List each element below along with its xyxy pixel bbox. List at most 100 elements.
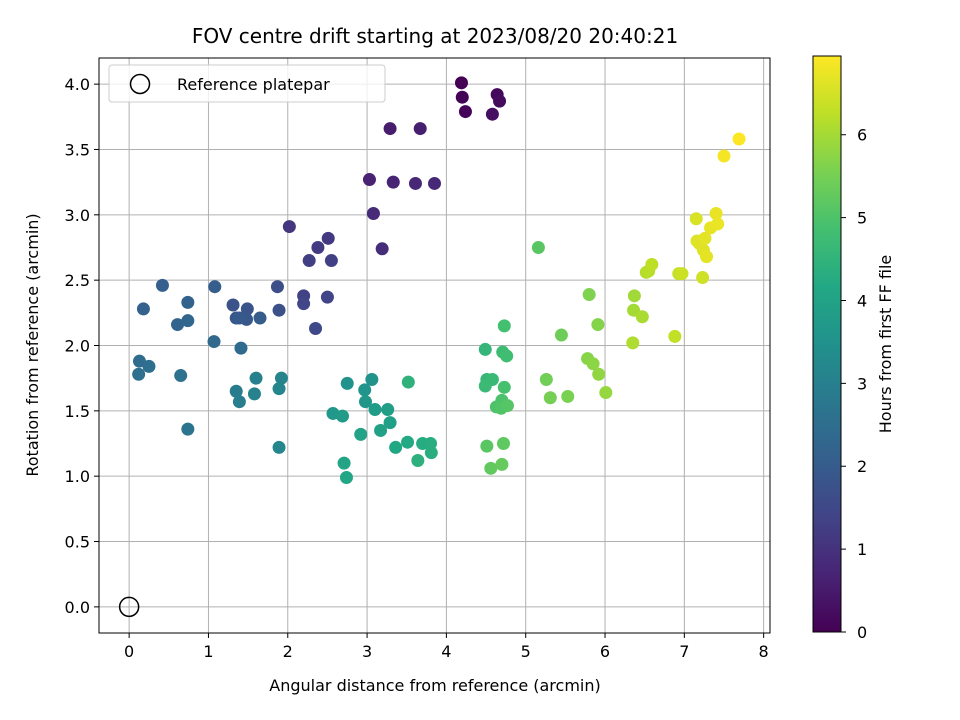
data-point [495,457,509,471]
data-point [401,435,415,449]
data-point [226,298,240,312]
data-point [272,440,286,454]
data-points [132,76,746,484]
data-point [321,231,335,245]
data-point [320,290,334,304]
y-axis-label: Rotation from reference (arcmin) [23,213,42,476]
data-point [171,318,185,332]
data-point [627,289,641,303]
data-point [155,278,169,292]
data-point [181,422,195,436]
data-point [485,107,499,121]
data-point [386,175,400,189]
data-point [401,375,415,389]
colorbar-tick-label: 6 [857,126,867,145]
colorbar-tick-label: 0 [857,623,867,642]
data-point [249,371,263,385]
data-point [480,439,494,453]
y-tick-label: 2.0 [65,337,90,356]
data-point [635,310,649,324]
data-point [174,369,188,383]
x-tick-label: 6 [600,642,610,661]
grid-lines [99,58,770,633]
data-point [424,446,438,460]
data-point [381,403,395,417]
data-point [362,173,376,187]
legend-label: Reference platepar [177,75,330,94]
y-tick-label: 3.5 [65,140,90,159]
x-tick-label: 1 [203,642,213,661]
data-point [455,90,469,104]
y-tick-label: 0.5 [65,533,90,552]
data-point [458,105,472,119]
x-tick-label: 2 [283,642,293,661]
data-point [229,384,243,398]
data-point [274,371,288,385]
data-point [383,122,397,136]
data-point [493,94,507,108]
data-point [478,379,492,393]
data-point [368,403,382,417]
x-tick-label: 5 [521,642,531,661]
data-point [592,367,606,381]
y-axis-ticks: 0.0 0.5 1.0 1.5 2.0 2.5 3.0 3.5 4.0 [65,75,99,617]
data-point [586,357,600,371]
colorbar [812,55,842,633]
data-point [136,302,150,316]
data-point [675,267,689,281]
reference-point [118,596,140,618]
data-point [408,176,422,190]
data-point [374,423,388,437]
data-point [500,349,514,363]
data-point [207,335,221,349]
data-point [696,271,710,285]
data-point [591,318,605,332]
data-point [484,461,498,475]
data-point [626,336,640,350]
data-point [311,240,325,254]
data-point [366,207,380,221]
data-point [208,280,222,294]
data-point [181,295,195,309]
data-point [689,212,703,226]
data-point [497,437,511,451]
data-point [709,207,723,221]
data-point [358,383,372,397]
y-tick-label: 3.0 [65,206,90,225]
data-point [375,242,389,256]
data-point [717,149,731,163]
data-point [339,470,353,484]
data-point [413,122,427,136]
x-axis-ticks: 0 1 2 3 4 5 6 7 8 [124,633,769,661]
data-point [365,372,379,386]
data-point [668,329,682,343]
data-point [478,342,492,356]
y-tick-label: 1.0 [65,467,90,486]
data-point [497,319,511,333]
data-point [272,382,286,396]
colorbar-label: Hours from first FF file [876,255,895,434]
data-point [711,217,725,231]
data-point [324,254,338,268]
x-tick-label: 0 [124,642,134,661]
data-point [561,389,575,403]
y-tick-label: 2.5 [65,271,90,290]
colorbar-tick-label: 3 [857,374,867,393]
y-tick-label: 0.0 [65,598,90,617]
data-point [389,440,403,454]
data-point [232,311,246,325]
x-tick-label: 8 [759,642,769,661]
data-point [247,387,261,401]
data-point [645,257,659,271]
data-point [309,322,323,336]
data-point [543,391,557,405]
data-point [700,250,714,264]
data-point [582,288,596,302]
data-point [270,280,284,294]
colorbar-ticks: 0 1 2 3 4 5 6 [841,126,867,642]
colorbar-tick-label: 4 [857,291,867,310]
data-point [539,372,553,386]
data-point [454,76,468,90]
y-tick-label: 1.5 [65,402,90,421]
